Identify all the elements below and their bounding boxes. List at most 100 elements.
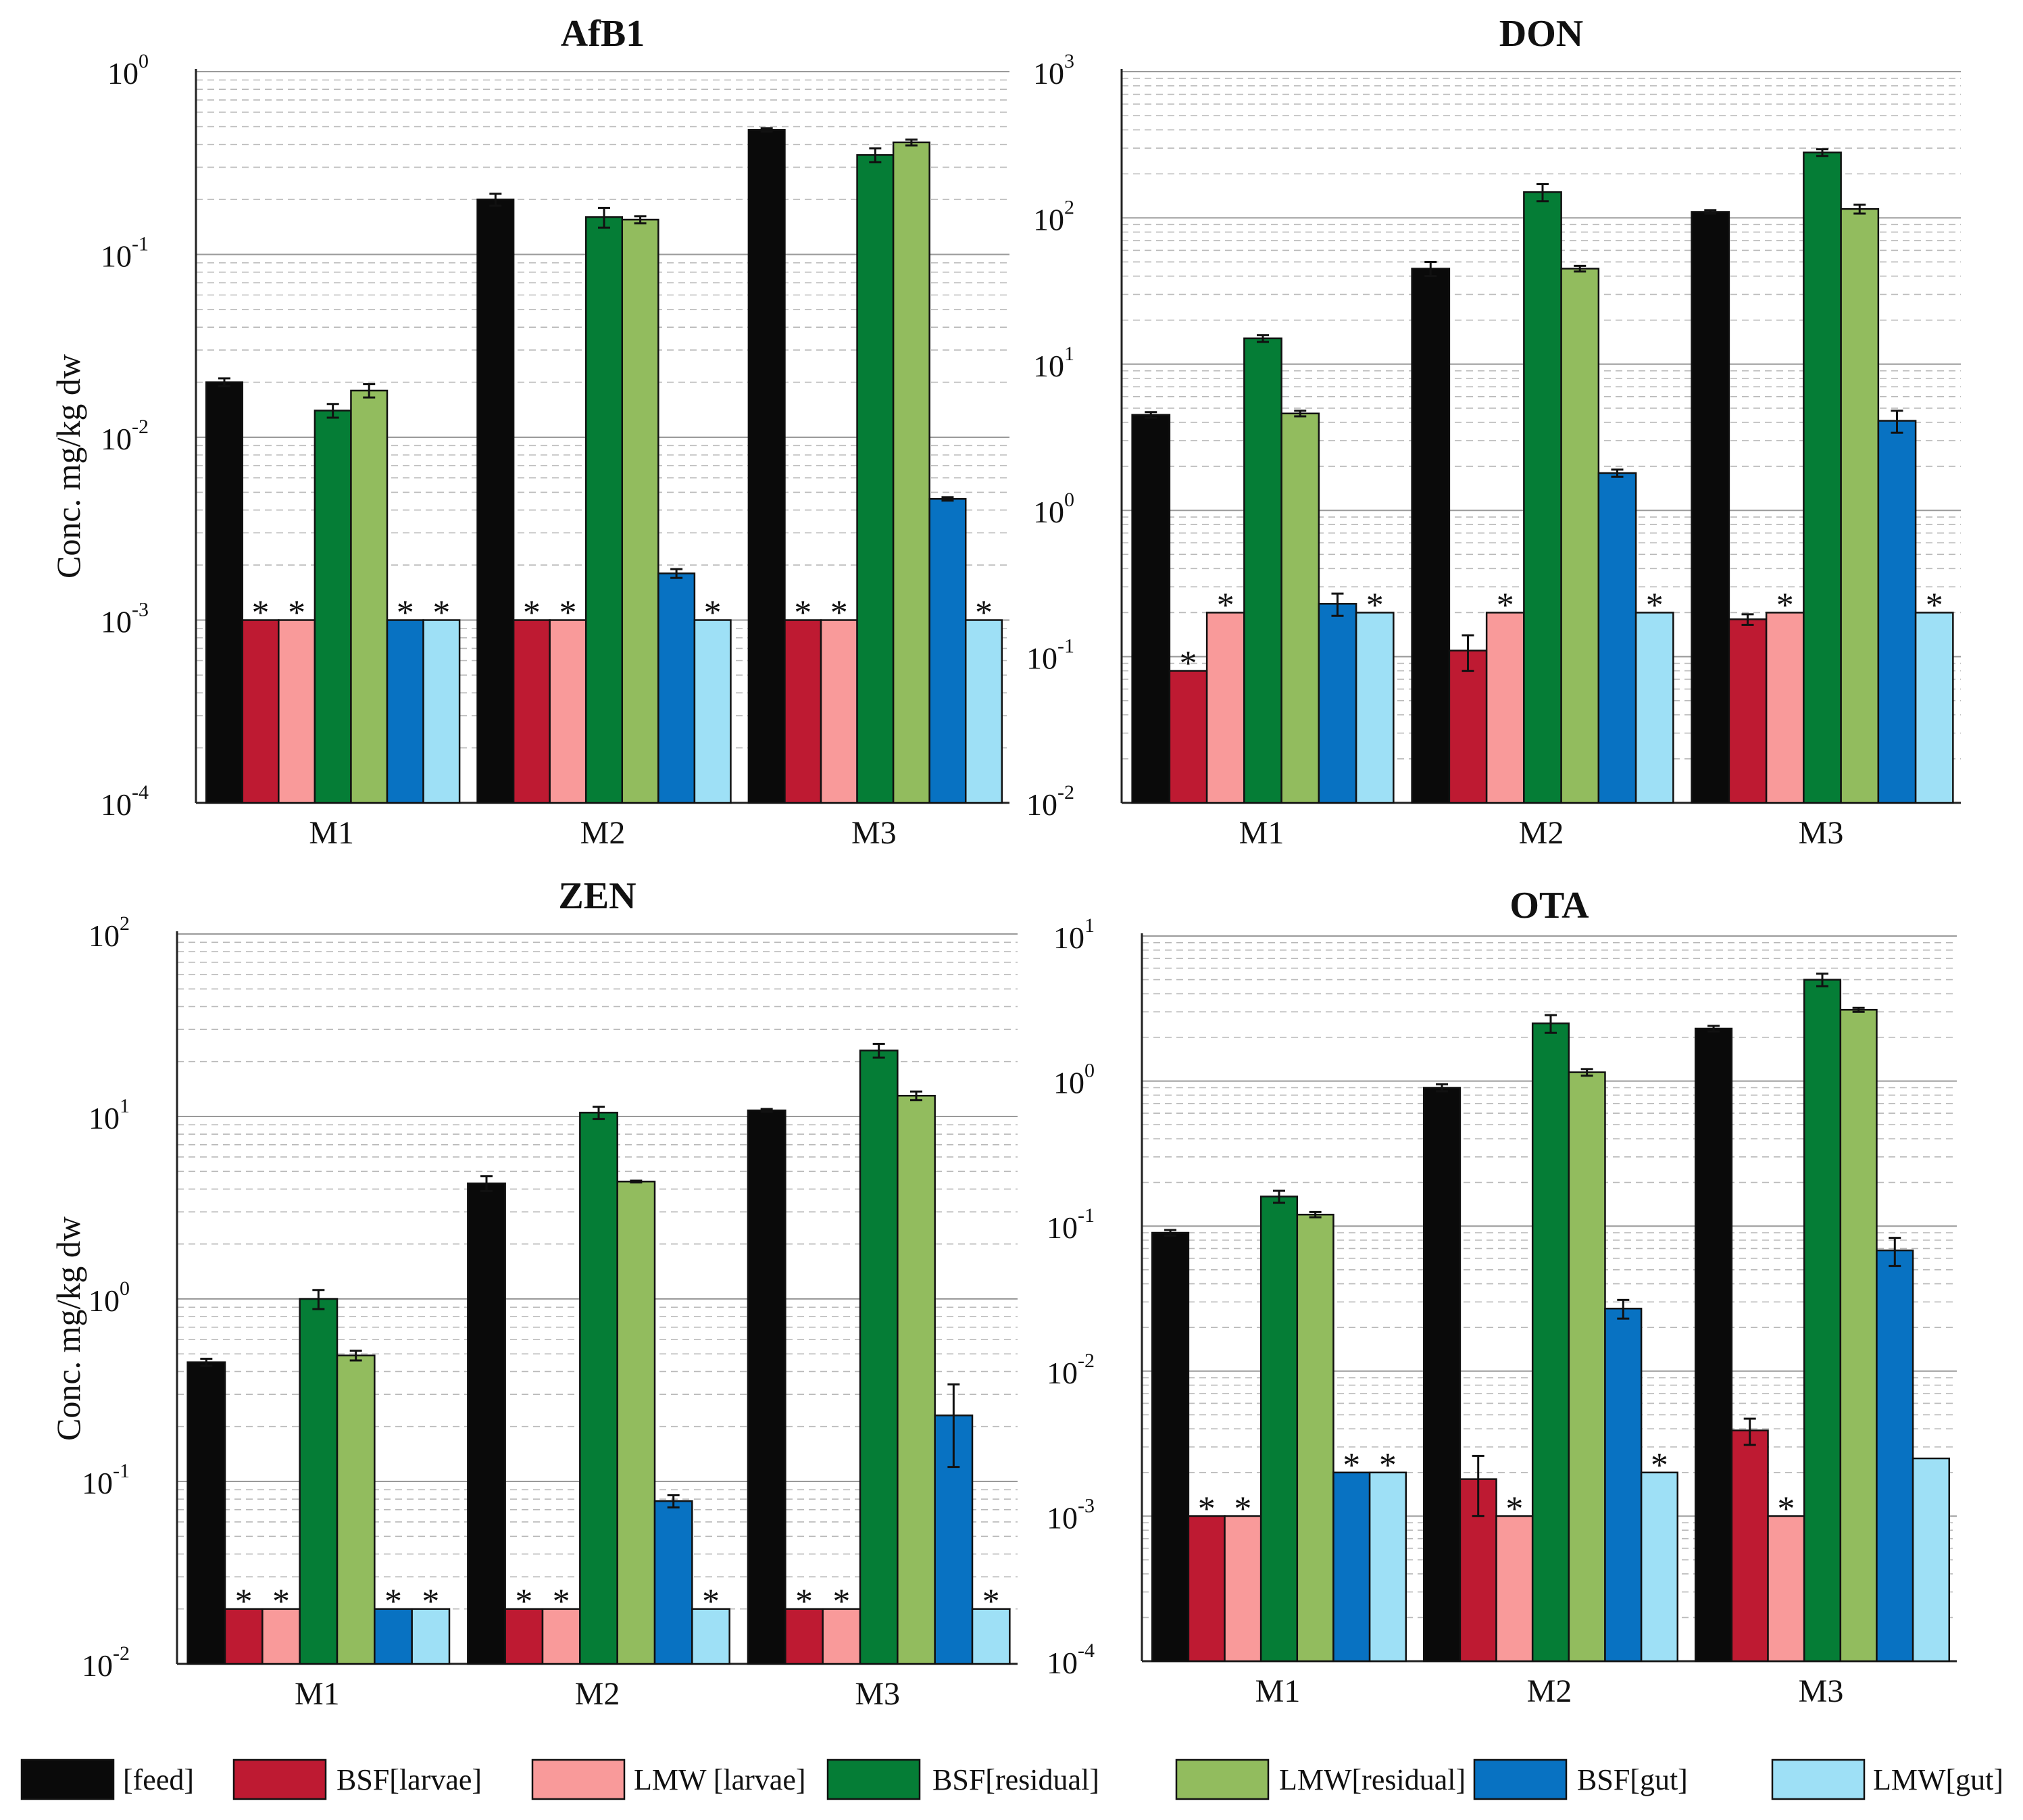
bar bbox=[186, 1361, 226, 1665]
significance-star: * bbox=[1646, 586, 1664, 624]
significance-star: * bbox=[235, 1583, 253, 1621]
significance-star: * bbox=[704, 594, 722, 633]
legend-swatch bbox=[1473, 1758, 1568, 1800]
significance-star: * bbox=[975, 594, 993, 633]
y-tick-label: 100 bbox=[107, 50, 149, 91]
bar bbox=[1187, 1515, 1226, 1663]
x-tick-label: M3 bbox=[1799, 1673, 1844, 1709]
bar bbox=[971, 1608, 1011, 1665]
bar bbox=[859, 1050, 899, 1665]
bar bbox=[1368, 1471, 1407, 1663]
significance-star: * bbox=[559, 594, 576, 633]
legend-swatch bbox=[1175, 1758, 1270, 1800]
bar bbox=[653, 1500, 693, 1665]
significance-star: * bbox=[1497, 586, 1514, 624]
y-tick-label: 10-1 bbox=[101, 233, 149, 274]
significance-star: * bbox=[702, 1583, 720, 1621]
x-tick-label: M1 bbox=[309, 815, 354, 851]
bar bbox=[350, 389, 389, 804]
y-tick-label: 100 bbox=[89, 1277, 130, 1318]
y-tick-label: 10-1 bbox=[1026, 635, 1074, 676]
y-tick-label: 10-1 bbox=[1047, 1204, 1095, 1245]
bar bbox=[504, 1608, 544, 1665]
legend-item: LMW [larvae] bbox=[531, 1758, 806, 1800]
significance-star: * bbox=[1343, 1446, 1360, 1485]
x-tick-label: M2 bbox=[580, 815, 626, 851]
significance-star: * bbox=[832, 1583, 850, 1621]
legend-item: BSF[larvae] bbox=[232, 1758, 482, 1800]
bar bbox=[928, 497, 967, 804]
bar bbox=[1568, 1071, 1606, 1663]
chart-ota: 10-4 10-3 10-2 10-1 100 101 OTA * * * * M1 * * M2 * M3 bbox=[1047, 885, 1957, 1709]
bar bbox=[1839, 1008, 1878, 1663]
significance-star: * bbox=[795, 1583, 813, 1621]
y-tick-label: 101 bbox=[1053, 914, 1095, 955]
legend-label: LMW [larvae] bbox=[634, 1763, 806, 1796]
bar bbox=[422, 619, 461, 804]
significance-star: * bbox=[1505, 1490, 1523, 1528]
legend-label: BSF[gut] bbox=[1577, 1763, 1688, 1796]
x-tick-label: M2 bbox=[575, 1676, 620, 1712]
bar bbox=[1531, 1022, 1570, 1663]
bar bbox=[897, 1094, 936, 1665]
bar bbox=[1243, 337, 1282, 804]
bar bbox=[964, 619, 1003, 804]
bar bbox=[476, 198, 515, 804]
significance-star: * bbox=[515, 1583, 532, 1621]
bar bbox=[657, 572, 696, 804]
legend-swatch bbox=[826, 1758, 921, 1800]
x-tick-label: M3 bbox=[851, 815, 897, 851]
significance-star: * bbox=[553, 1583, 570, 1621]
legend-label: [feed] bbox=[123, 1763, 194, 1796]
bar bbox=[1877, 420, 1917, 804]
bar bbox=[1640, 1471, 1679, 1663]
legend-label: LMW[gut] bbox=[1873, 1763, 2003, 1796]
significance-star: * bbox=[1379, 1446, 1397, 1485]
bar bbox=[1767, 1515, 1805, 1663]
bar bbox=[1914, 612, 1954, 804]
bar bbox=[584, 216, 624, 804]
significance-star: * bbox=[1198, 1490, 1216, 1528]
bar bbox=[1803, 979, 1842, 1663]
bar bbox=[1803, 151, 1842, 804]
legend-swatch bbox=[531, 1758, 626, 1800]
bar bbox=[1840, 208, 1880, 804]
bar bbox=[784, 1608, 824, 1665]
significance-star: * bbox=[288, 594, 305, 633]
bar bbox=[1691, 211, 1730, 804]
bar bbox=[579, 1112, 618, 1665]
bar bbox=[549, 619, 587, 804]
bar bbox=[1495, 1515, 1534, 1663]
significance-star: * bbox=[830, 594, 848, 633]
bar bbox=[1694, 1027, 1733, 1663]
significance-star: * bbox=[1776, 586, 1794, 624]
y-tick-label: 10-2 bbox=[82, 1642, 130, 1683]
legend: [feed] BSF[larvae] LMW [larvae] BSF[residua… bbox=[20, 1758, 2003, 1800]
bar bbox=[1876, 1249, 1914, 1663]
significance-star: * bbox=[1926, 586, 1943, 624]
y-tick-label: 10-4 bbox=[1047, 1640, 1095, 1680]
bar bbox=[747, 128, 786, 804]
y-tick-label: 100 bbox=[1033, 489, 1074, 529]
y-tick-label: 10-1 bbox=[82, 1460, 130, 1500]
y-tick-label: 102 bbox=[1033, 196, 1074, 237]
y-tick-label: 10-4 bbox=[101, 781, 149, 822]
bar bbox=[512, 619, 551, 804]
legend-item: BSF[residual] bbox=[826, 1758, 1099, 1800]
legend-label: BSF[residual] bbox=[932, 1763, 1099, 1796]
significance-star: * bbox=[272, 1583, 290, 1621]
bar bbox=[1411, 268, 1451, 804]
bar bbox=[1912, 1457, 1951, 1663]
bar bbox=[784, 619, 822, 804]
significance-star: * bbox=[1366, 586, 1384, 624]
chart-title: ZEN bbox=[558, 875, 636, 917]
y-tick-label: 10-3 bbox=[1047, 1494, 1095, 1535]
y-tick-label: 102 bbox=[89, 912, 130, 953]
charts-group: 10-4 10-3 10-2 10-1 100 AfB1 Conc. mg/kg dw * * *… bbox=[49, 13, 1961, 1712]
bar bbox=[1318, 603, 1357, 804]
x-tick-label: M2 bbox=[1527, 1673, 1572, 1709]
y-tick-label: 10-2 bbox=[101, 416, 149, 456]
legend-item: [feed] bbox=[20, 1758, 194, 1800]
bar bbox=[386, 619, 424, 804]
bar bbox=[1604, 1307, 1643, 1663]
